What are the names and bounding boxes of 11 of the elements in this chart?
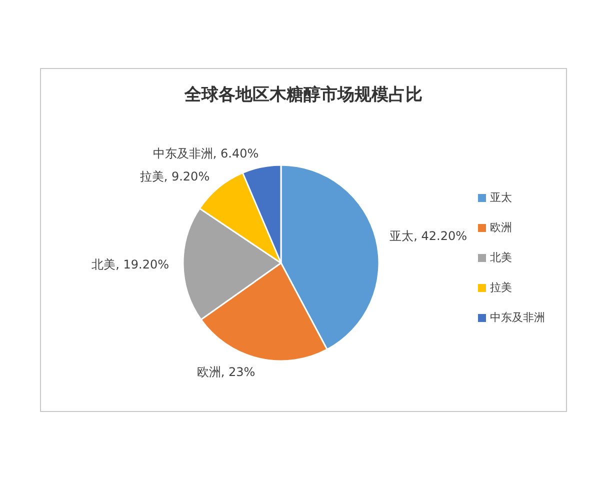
data-label: 亚太, 42.20% (390, 228, 468, 243)
data-label: 拉美, 9.20% (140, 170, 210, 184)
data-label: 中东及非洲, 6.40% (152, 146, 259, 160)
chart-title: 全球各地区木糖醇市场规模占比 (183, 84, 424, 107)
legend-label: 拉美 (490, 281, 512, 294)
data-label: 北美, 19.20% (92, 257, 170, 272)
legend-label: 欧洲 (490, 221, 512, 234)
legend-label: 中东及非洲 (490, 311, 545, 324)
legend-label: 北美 (490, 251, 512, 264)
legend-label: 亚太 (490, 191, 512, 204)
data-label: 欧洲, 23% (196, 364, 256, 379)
